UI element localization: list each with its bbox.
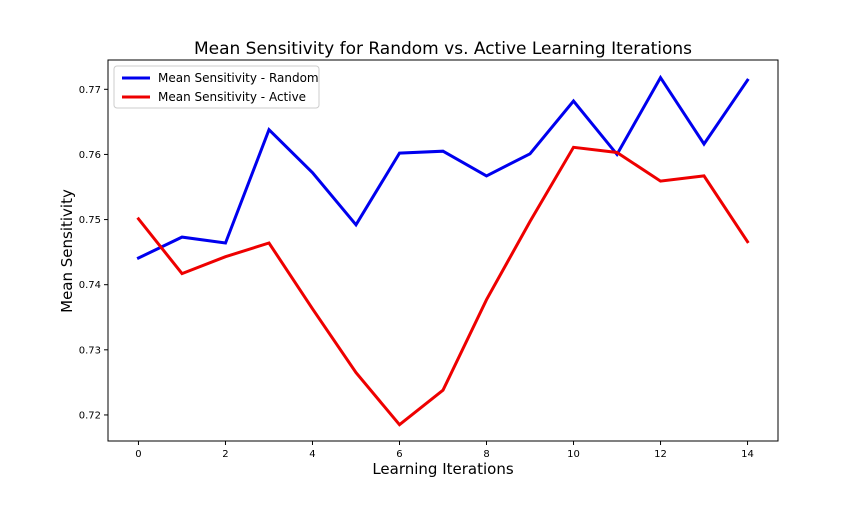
- series-line-random: [136, 74, 750, 261]
- y-axis-label: Mean Sensitivity: [58, 189, 76, 313]
- x-axis-label: Learning Iterations: [372, 460, 514, 478]
- x-tick-label: 0: [135, 449, 141, 460]
- chart-title: Mean Sensitivity for Random vs. Active L…: [194, 39, 692, 59]
- x-tick-label: 14: [741, 449, 754, 460]
- plot-area: 0 2 4 6 8 10 12 14 0.72 0.73 0.74 0.75 0.76 0.77 Mean …: [79, 59, 779, 460]
- x-tick-label: 8: [483, 449, 489, 460]
- x-tick-label: 4: [309, 449, 315, 460]
- x-tick-label: 12: [654, 449, 667, 460]
- legend-entry: Mean Sensitivity - Active: [158, 90, 306, 104]
- x-tick-label: 2: [222, 449, 228, 460]
- y-tick-label: 0.76: [79, 150, 101, 161]
- legend-entry: Mean Sensitivity - Random: [158, 71, 319, 85]
- y-tick-label: 0.75: [79, 215, 101, 226]
- y-tick-label: 0.77: [79, 85, 101, 96]
- y-tick-label: 0.74: [79, 280, 101, 291]
- x-tick-label: 10: [567, 449, 580, 460]
- y-tick-label: 0.72: [79, 410, 101, 421]
- x-tick-label: 6: [396, 449, 402, 460]
- plot-frame: [107, 59, 779, 442]
- y-tick-label: 0.73: [79, 345, 101, 356]
- series-line-active: [136, 145, 750, 427]
- legend: [113, 65, 320, 109]
